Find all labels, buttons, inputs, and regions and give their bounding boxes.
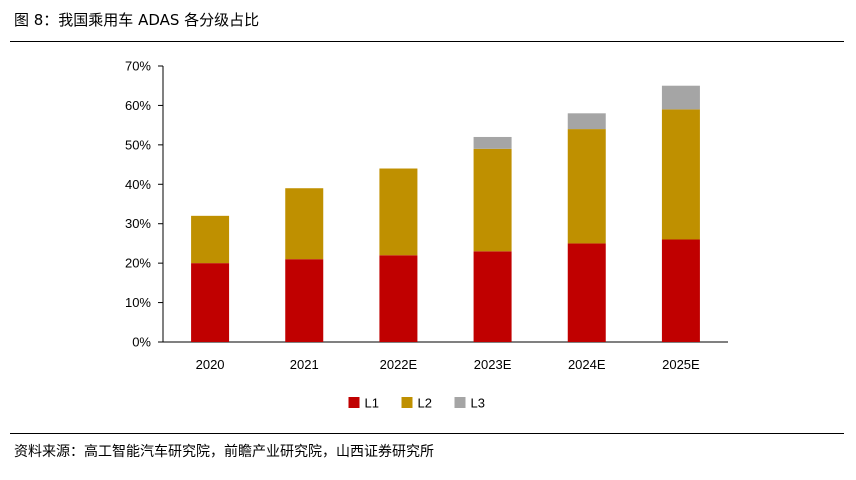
bar-segment-l1 <box>379 255 418 342</box>
legend-label-l1: L1 <box>365 396 379 411</box>
bar-segment-l2 <box>661 109 700 240</box>
bar-segment-l1 <box>661 239 700 342</box>
bar-segment-l1 <box>285 259 324 342</box>
y-axis: 0% 10% 20% 30% 40% 50% 60% 70% <box>125 59 164 350</box>
bar-segment-l2 <box>473 148 512 252</box>
bar-segment-l3 <box>661 85 700 110</box>
x-tick-label: 2022E <box>380 357 418 372</box>
legend-label-l2: L2 <box>418 396 432 411</box>
bar-segment-l3 <box>567 113 606 130</box>
figure-title: 图 8：我国乘用车 ADAS 各分级占比 <box>14 11 260 29</box>
bar-segment-l3 <box>473 136 512 149</box>
bar-segment-l2 <box>191 215 230 264</box>
x-tick-label: 2023E <box>474 357 512 372</box>
bar-segment-l2 <box>285 188 324 260</box>
top-rule <box>10 41 844 42</box>
bar-segment-l1 <box>191 263 230 342</box>
legend-swatch-l2 <box>401 397 413 408</box>
bar-segment-l2 <box>379 168 418 256</box>
legend-swatch-l3 <box>454 397 466 408</box>
x-tick-label: 2024E <box>568 357 606 372</box>
y-tick-label: 60% <box>125 98 151 113</box>
y-tick-label: 50% <box>125 137 151 152</box>
legend-label-l3: L3 <box>471 396 485 411</box>
legend: L1 L2 L3 <box>348 396 485 411</box>
bar-segment-l1 <box>567 243 606 342</box>
bar-segment-l2 <box>567 129 606 244</box>
x-axis: 2020 2021 2022E 2023E 2024E 2025E <box>163 341 728 372</box>
bar-segment-l1 <box>473 251 512 342</box>
bottom-rule <box>10 433 844 434</box>
legend-swatch-l1 <box>348 397 360 408</box>
x-tick-label: 2021 <box>290 357 319 372</box>
y-tick-label: 70% <box>125 59 151 74</box>
bars <box>191 85 700 342</box>
y-tick-label: 20% <box>125 256 151 271</box>
x-tick-label: 2020 <box>196 357 225 372</box>
y-tick-label: 40% <box>125 177 151 192</box>
source-note: 资料来源：高工智能汽车研究院，前瞻产业研究院，山西证券研究所 <box>14 444 434 460</box>
y-tick-label: 30% <box>125 216 151 231</box>
y-tick-label: 0% <box>132 335 151 350</box>
y-tick-label: 10% <box>125 295 151 310</box>
x-tick-label: 2025E <box>662 357 700 372</box>
